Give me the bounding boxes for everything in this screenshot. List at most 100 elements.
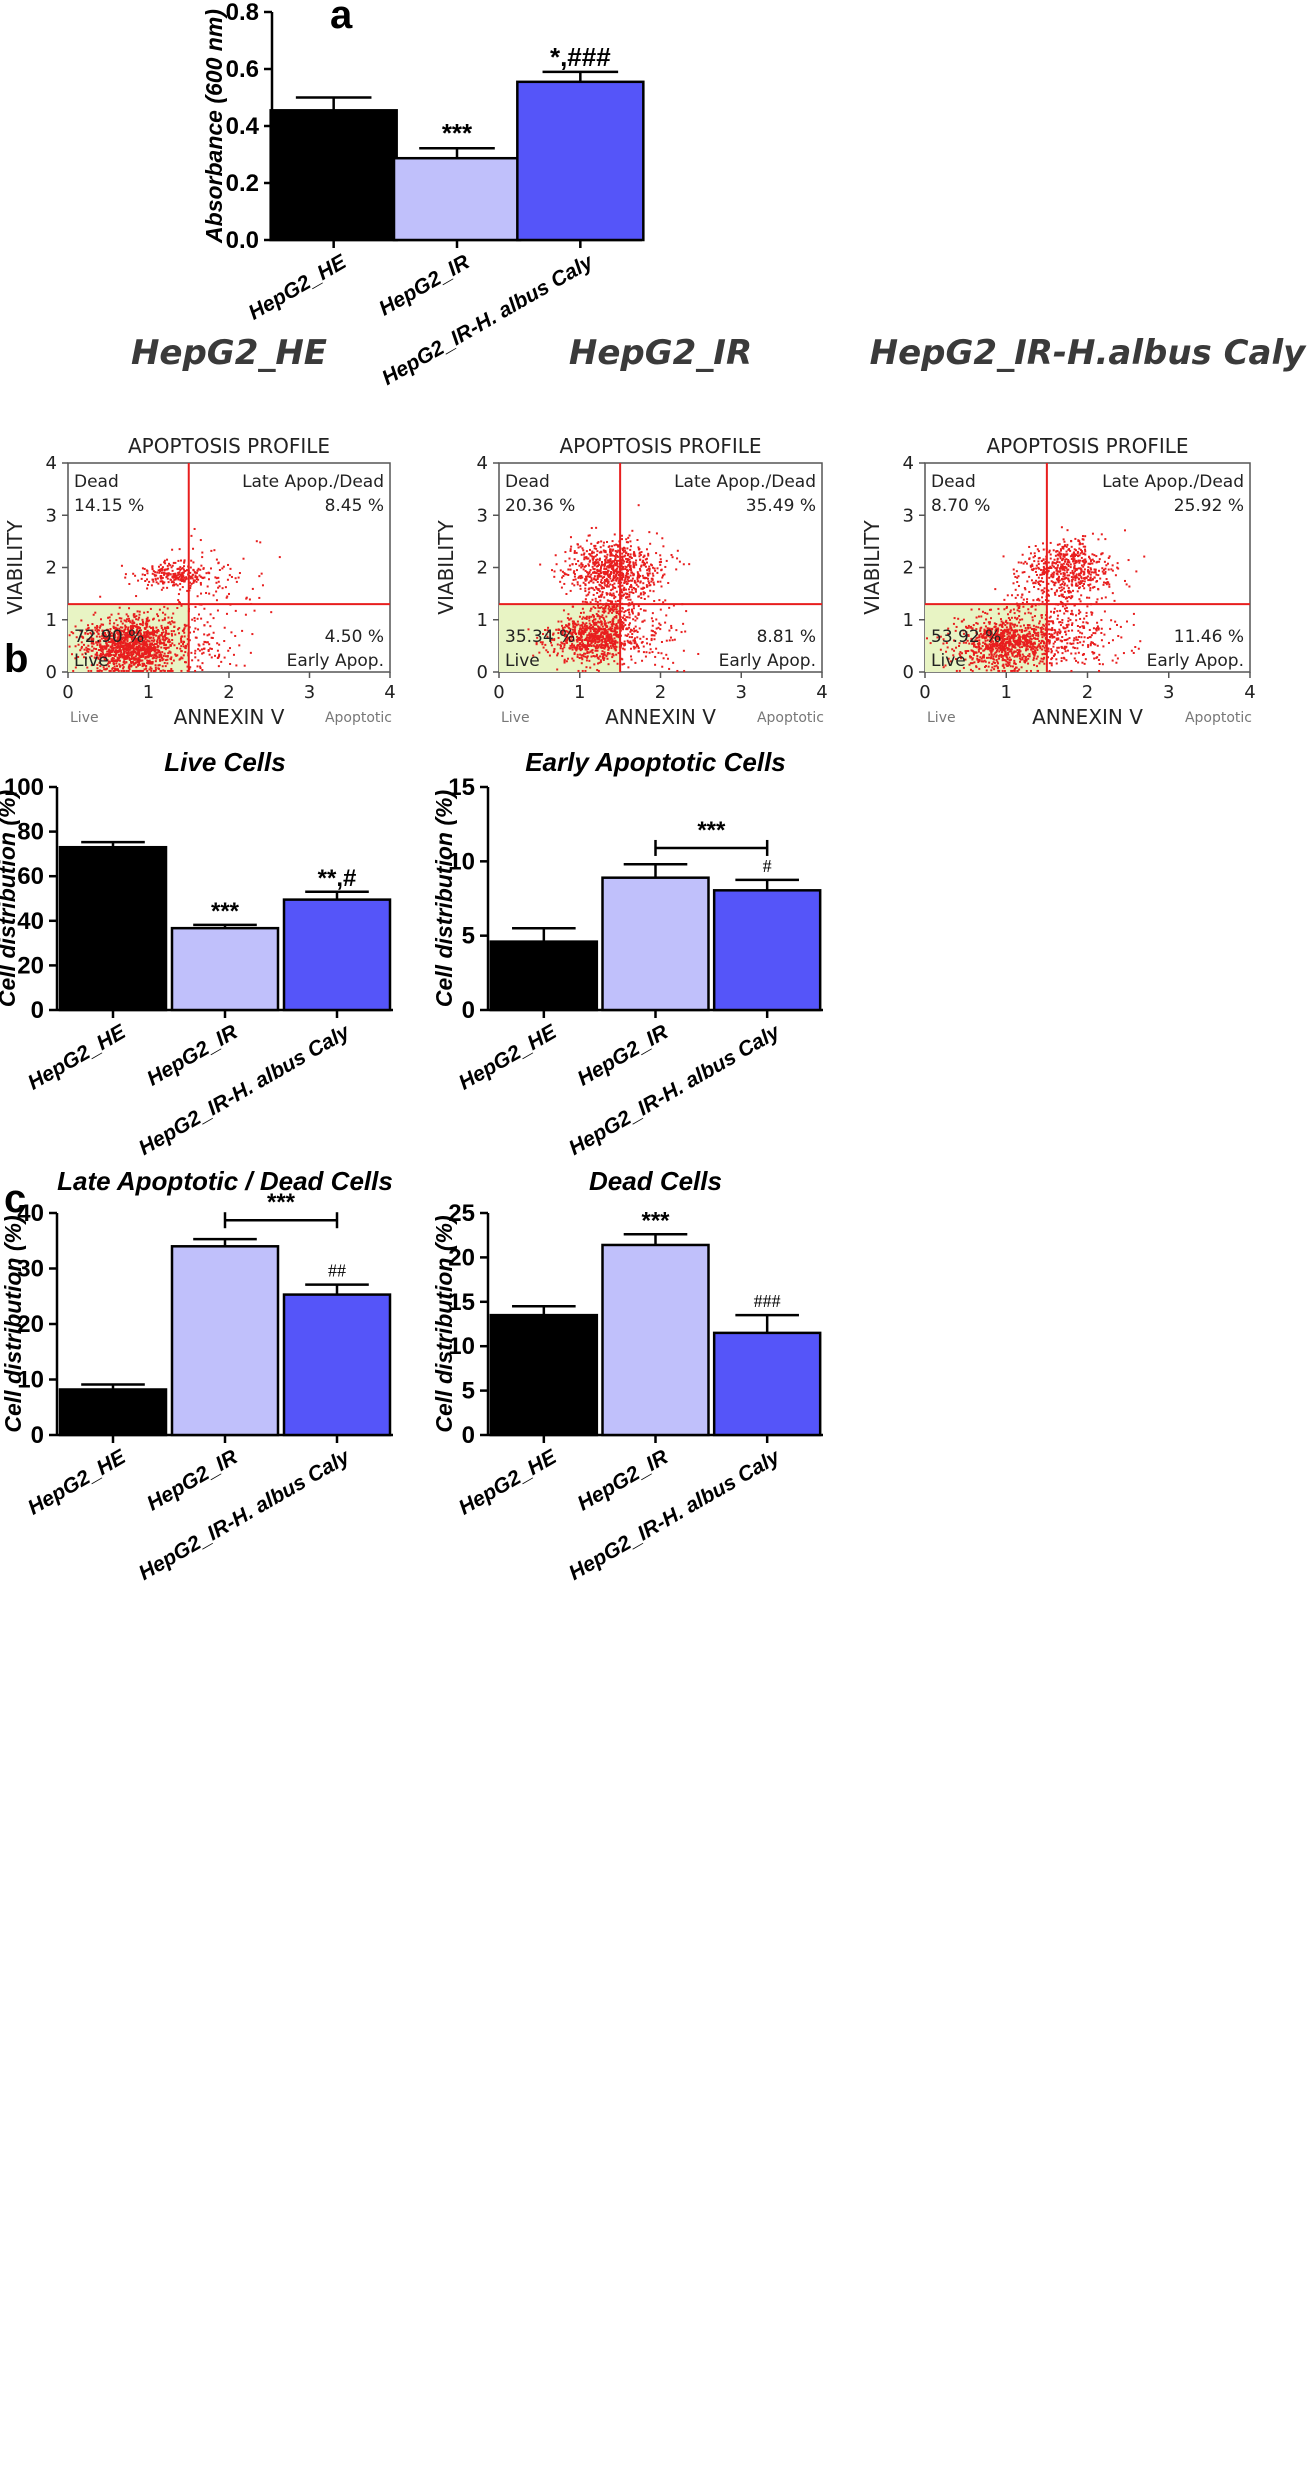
- event-dot: [991, 666, 994, 669]
- event-dot: [596, 656, 599, 659]
- event-dot: [647, 554, 650, 557]
- event-dot: [209, 567, 212, 570]
- event-dot: [123, 651, 126, 654]
- event-dot: [565, 641, 568, 644]
- event-dot: [108, 619, 111, 622]
- event-dot: [615, 573, 618, 576]
- event-dot: [600, 622, 603, 625]
- event-dot: [650, 629, 653, 632]
- event-dot: [134, 647, 137, 650]
- event-dot: [587, 534, 590, 537]
- event-dot: [198, 644, 201, 647]
- event-dot: [580, 631, 583, 634]
- event-dot: [592, 581, 595, 584]
- event-dot: [1025, 633, 1028, 636]
- event-dot: [1011, 665, 1014, 668]
- event-dot: [586, 650, 589, 653]
- event-dot: [173, 574, 176, 577]
- event-dot: [661, 574, 664, 577]
- event-dot: [105, 641, 108, 644]
- event-dot: [596, 574, 599, 577]
- event-dot: [632, 618, 635, 621]
- event-dot: [161, 628, 164, 631]
- event-dot: [654, 663, 657, 666]
- event-dot: [229, 567, 232, 570]
- event-dot: [134, 658, 137, 661]
- event-dot: [606, 631, 609, 634]
- event-dot: [184, 646, 187, 649]
- event-dot: [157, 645, 160, 648]
- event-dot: [608, 652, 611, 655]
- event-dot: [1047, 567, 1050, 570]
- event-dot: [586, 639, 589, 642]
- event-dot: [565, 573, 568, 576]
- event-dot: [1046, 656, 1049, 659]
- quadrant-live-value: 72.90 %: [74, 627, 144, 647]
- event-dot: [612, 548, 615, 551]
- event-dot: [567, 573, 570, 576]
- event-dot: [640, 592, 643, 595]
- event-dot: [1078, 547, 1081, 550]
- event-dot: [592, 634, 595, 637]
- event-dot: [112, 662, 115, 665]
- event-dot: [1061, 565, 1064, 568]
- event-dot: [599, 546, 602, 549]
- event-dot: [613, 637, 616, 640]
- event-dot: [1024, 634, 1027, 637]
- event-dot: [174, 578, 177, 581]
- event-dot: [651, 578, 654, 581]
- event-dot: [620, 574, 623, 577]
- event-dot: [136, 639, 139, 642]
- event-dot: [68, 645, 71, 648]
- event-dot: [569, 568, 572, 571]
- event-dot: [654, 632, 657, 635]
- event-dot: [612, 640, 615, 643]
- event-dot: [553, 570, 556, 573]
- event-dot: [1034, 637, 1037, 640]
- event-dot: [121, 622, 124, 625]
- event-dot: [147, 652, 150, 655]
- event-dot: [117, 640, 120, 643]
- event-dot: [212, 631, 215, 634]
- event-dot: [608, 610, 611, 613]
- corner-label-live: Live: [501, 710, 530, 726]
- event-dot: [130, 631, 133, 634]
- event-dot: [613, 628, 616, 631]
- event-dot: [571, 646, 574, 649]
- event-dot: [126, 648, 129, 651]
- event-dot: [196, 595, 199, 598]
- event-dot: [595, 579, 598, 582]
- event-dot: [109, 630, 112, 633]
- event-dot: [1058, 579, 1061, 582]
- event-dot: [630, 586, 633, 589]
- event-dot: [118, 657, 121, 660]
- event-dot: [634, 641, 637, 644]
- event-dot: [646, 585, 649, 588]
- event-dot: [578, 564, 581, 567]
- event-dot: [154, 666, 157, 669]
- event-dot: [641, 561, 644, 564]
- event-dot: [103, 654, 106, 657]
- event-dot: [120, 646, 123, 649]
- event-dot: [146, 643, 149, 646]
- y-axis-label: Absorbance (600 nm): [201, 9, 227, 244]
- event-dot: [139, 623, 142, 626]
- event-dot: [984, 637, 987, 640]
- event-dot: [103, 658, 106, 661]
- event-dot: [607, 621, 610, 624]
- event-dot: [653, 583, 656, 586]
- event-dot: [108, 669, 111, 672]
- event-dot: [652, 566, 655, 569]
- event-dot: [617, 652, 620, 655]
- event-dot: [93, 647, 96, 650]
- event-dot: [595, 562, 598, 565]
- event-dot: [227, 649, 230, 652]
- event-dot: [623, 614, 626, 617]
- event-dot: [115, 642, 118, 645]
- event-dot: [582, 622, 585, 625]
- event-dot: [1025, 562, 1028, 565]
- event-dot: [594, 555, 597, 558]
- event-dot: [147, 660, 150, 663]
- event-dot: [626, 595, 629, 598]
- event-dot: [137, 650, 140, 653]
